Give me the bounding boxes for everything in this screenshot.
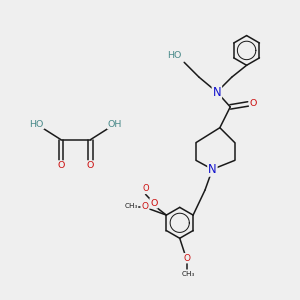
Text: OH: OH: [108, 120, 122, 129]
Text: O: O: [57, 161, 64, 170]
Text: O: O: [141, 202, 148, 211]
Text: HO: HO: [167, 51, 182, 60]
Text: O: O: [150, 199, 158, 208]
Text: O: O: [87, 161, 94, 170]
Text: CH₃: CH₃: [182, 271, 195, 277]
Text: O: O: [142, 184, 149, 194]
Text: O: O: [250, 99, 257, 108]
Text: CH₃: CH₃: [124, 202, 138, 208]
Text: N: N: [213, 85, 221, 98]
Text: HO: HO: [29, 120, 44, 129]
Text: N: N: [208, 163, 217, 176]
Text: O: O: [184, 254, 191, 263]
